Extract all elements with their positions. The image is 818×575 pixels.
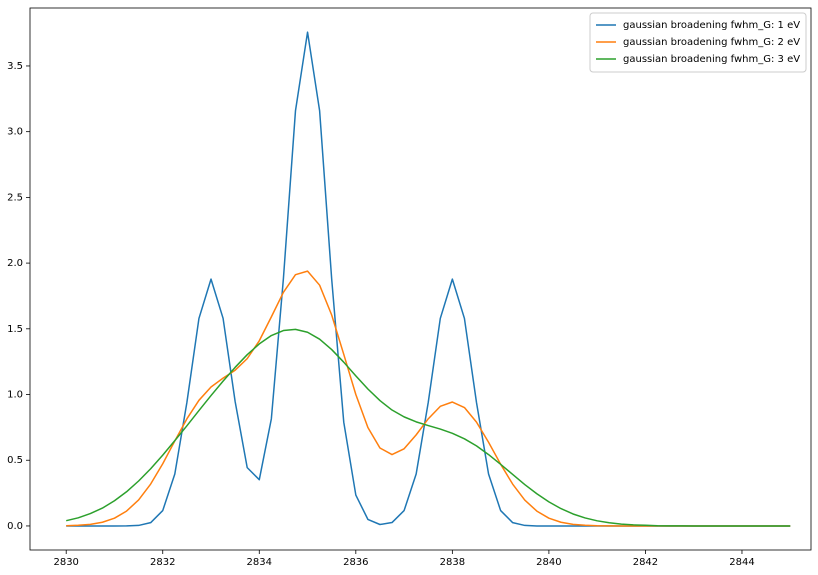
x-tick-label: 2842 [633, 557, 658, 568]
x-tick-label: 2836 [343, 557, 368, 568]
y-tick-label: 1.0 [7, 390, 23, 401]
legend-label: gaussian broadening fwhm_G: 1 eV [623, 20, 800, 31]
x-tick-label: 2844 [729, 557, 754, 568]
legend: gaussian broadening fwhm_G: 1 eV gaussian… [589, 12, 807, 73]
y-tick-label: 0.0 [7, 521, 23, 532]
y-tick-label: 3.0 [7, 127, 23, 138]
x-tick-label: 2832 [150, 557, 175, 568]
y-tick-label: 2.5 [7, 192, 23, 203]
x-tick-label: 2830 [53, 557, 78, 568]
y-tick-label: 3.5 [7, 61, 23, 72]
y-tick-label: 2.0 [7, 258, 23, 269]
x-tick-label: 2840 [536, 557, 561, 568]
line-series [66, 328, 791, 527]
y-tick-label: 0.5 [7, 455, 23, 466]
plot-frame [29, 7, 812, 551]
legend-label: gaussian broadening fwhm_G: 3 eV [623, 54, 800, 65]
x-tick-label: 2838 [440, 557, 465, 568]
y-tick-label: 1.5 [7, 324, 23, 335]
legend-box [589, 12, 807, 73]
legend-label: gaussian broadening fwhm_G: 2 eV [623, 37, 800, 48]
x-tick-label: 2834 [247, 557, 272, 568]
